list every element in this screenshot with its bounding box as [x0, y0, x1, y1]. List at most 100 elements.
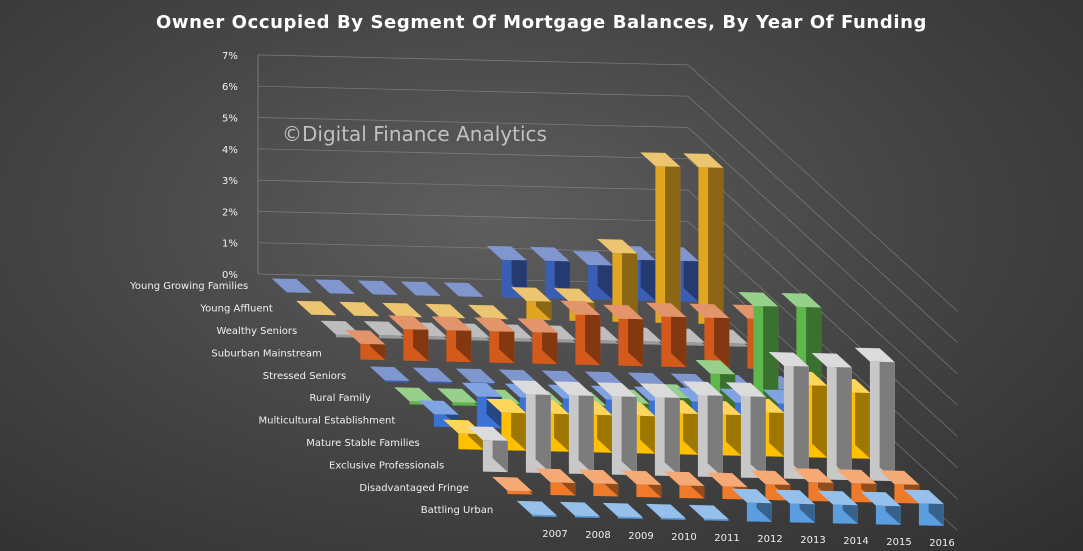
bar-front — [507, 490, 533, 495]
bar-top — [388, 315, 429, 330]
bar — [621, 470, 662, 498]
bar — [879, 470, 920, 504]
bar — [517, 318, 558, 365]
bar — [725, 382, 766, 479]
bar-top — [731, 488, 772, 504]
bar-top — [467, 426, 508, 441]
bar — [646, 302, 687, 368]
bar-side — [769, 399, 785, 457]
bar — [854, 347, 895, 482]
bar-top — [486, 245, 527, 261]
bars — [271, 152, 944, 526]
bar-top — [627, 372, 668, 387]
bar-side — [836, 353, 852, 481]
bar — [817, 490, 858, 524]
bar-top — [811, 353, 852, 368]
bar-side — [812, 371, 828, 458]
bar — [535, 468, 576, 496]
bar — [425, 303, 466, 319]
bar-top — [602, 502, 643, 518]
bar-top — [695, 359, 736, 375]
bar-top — [541, 370, 582, 385]
bar-side — [585, 301, 601, 366]
bar-side — [714, 304, 730, 369]
bar-front — [378, 335, 404, 339]
bar-top — [296, 300, 337, 316]
series-label: Wealthy Seniors — [216, 326, 297, 337]
bar-top — [517, 318, 558, 333]
bar — [560, 300, 601, 366]
y-tick-label: 4% — [222, 145, 238, 156]
bar-top — [382, 302, 423, 318]
bar — [455, 368, 496, 385]
bar — [474, 317, 515, 364]
bar-top — [357, 280, 398, 295]
bar — [369, 366, 410, 383]
bar-top — [621, 470, 662, 485]
series-label: Exclusive Professionals — [329, 460, 444, 471]
y-tick-label: 2% — [222, 207, 238, 218]
bar — [682, 381, 723, 478]
bar-top — [688, 504, 729, 520]
bar-front — [617, 516, 643, 519]
bar — [596, 382, 637, 476]
bar-front — [452, 402, 478, 406]
bar-top — [339, 301, 380, 317]
bar-top — [903, 489, 944, 504]
bar — [516, 500, 557, 517]
y-tick-label: 3% — [222, 176, 238, 187]
series-label: Stressed Seniors — [263, 371, 346, 382]
bar — [486, 245, 527, 298]
x-tick-label: 2007 — [542, 529, 567, 540]
bar-top — [498, 369, 539, 384]
bar-top — [664, 471, 705, 486]
bar-top — [486, 398, 527, 414]
bar — [437, 388, 478, 406]
bar-top — [879, 470, 920, 485]
bar-front — [703, 518, 729, 521]
bar-top — [553, 381, 594, 396]
bar-top — [683, 153, 724, 168]
bar-top — [271, 278, 312, 293]
bar-side — [671, 303, 687, 368]
bar-top — [400, 281, 441, 296]
bar — [860, 491, 901, 525]
bar-top — [443, 282, 484, 297]
bar-side — [879, 348, 895, 482]
bar-front — [531, 514, 557, 517]
gridline — [257, 211, 958, 469]
bar — [431, 316, 472, 363]
bar — [811, 353, 852, 481]
bar — [774, 489, 815, 523]
series-label: Young Growing Families — [129, 281, 248, 292]
bar-front — [660, 517, 686, 520]
bar-side — [708, 153, 724, 325]
bar — [443, 282, 484, 297]
bar-top — [572, 251, 613, 266]
watermark: ©Digital Finance Analytics — [282, 122, 547, 146]
bar-top — [474, 317, 515, 332]
bar — [468, 304, 509, 320]
bar-top — [645, 503, 686, 519]
bar — [602, 502, 643, 519]
bar — [467, 426, 508, 473]
series-label: Young Affluent — [199, 304, 272, 315]
gridline — [257, 54, 958, 312]
bar-side — [793, 352, 809, 480]
bar — [357, 280, 398, 295]
bar-side — [664, 384, 680, 477]
x-tick-label: 2014 — [843, 536, 868, 547]
bar-top — [768, 352, 809, 367]
bar-top — [738, 292, 779, 307]
bar-front — [427, 381, 453, 384]
bar — [412, 367, 453, 384]
bar — [559, 501, 600, 518]
x-tick-label: 2012 — [757, 534, 782, 545]
bar-top — [854, 347, 895, 363]
bar-side — [665, 152, 681, 324]
series-label: Battling Urban — [421, 505, 494, 516]
bar — [400, 281, 441, 296]
y-tick-label: 6% — [222, 82, 238, 93]
